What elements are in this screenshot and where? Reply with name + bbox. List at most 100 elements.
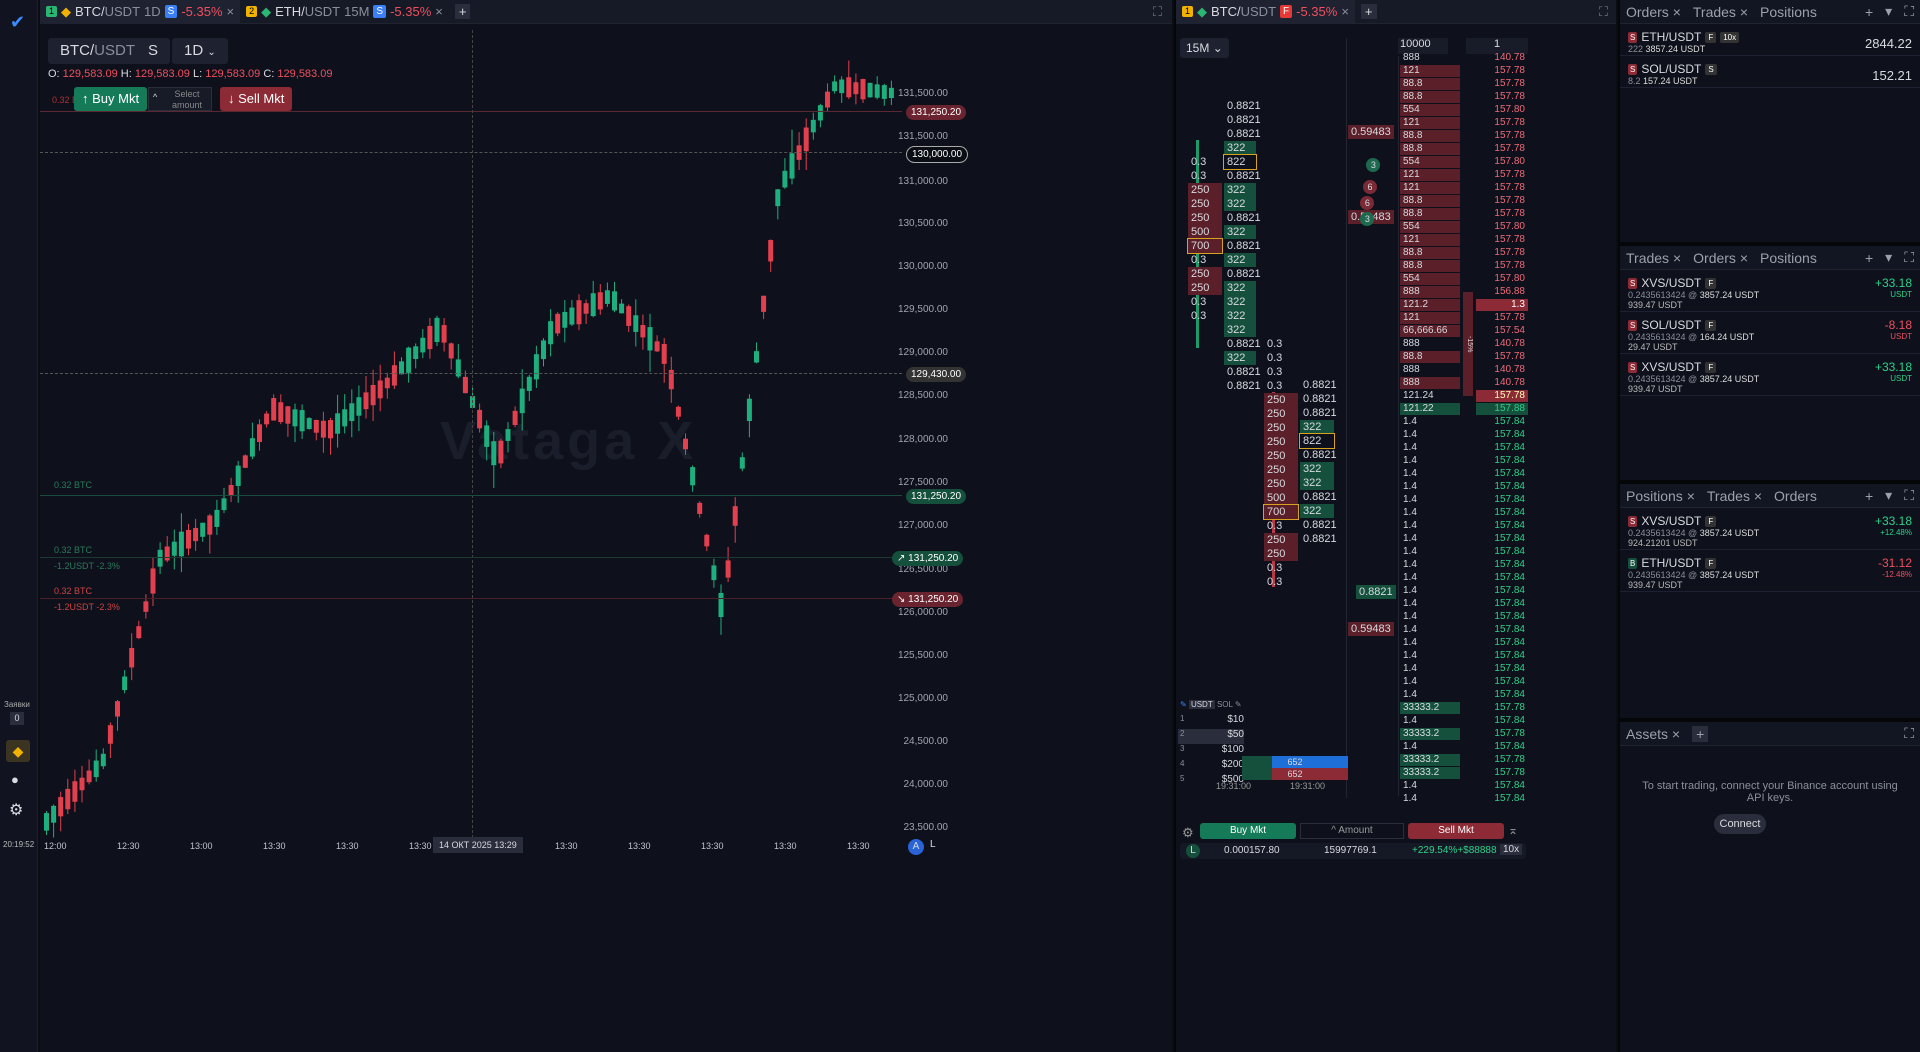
price-cell[interactable]: 157.84	[1494, 585, 1525, 596]
bid-size-cell[interactable]: 250	[1188, 211, 1222, 225]
expand-icon[interactable]: ⛶	[1904, 3, 1914, 19]
volume-cell[interactable]: 1.4	[1403, 715, 1417, 726]
trade-row[interactable]: S XVS/USDT F 0.2435613424 @ 3857.24 USDT 939…	[1620, 270, 1920, 312]
price-cell[interactable]: 157.80	[1494, 156, 1525, 167]
volume-cell[interactable]: 33333.2	[1400, 754, 1460, 766]
position-row[interactable]: S XVS/USDT F 0.2435613424 @ 3857.24 USDT 924…	[1620, 508, 1920, 550]
price-cell[interactable]: 157.78	[1494, 208, 1525, 219]
volume-cell[interactable]: 121	[1400, 234, 1460, 246]
expand-icon[interactable]: ⛶	[1904, 249, 1914, 265]
price-cell[interactable]: 157.84	[1494, 780, 1525, 791]
price-cell[interactable]: 157.78	[1494, 195, 1525, 206]
price-cell[interactable]: 157.84	[1494, 559, 1525, 570]
add-tab-button[interactable]: +	[1355, 0, 1383, 24]
volume-cell[interactable]: 1.4	[1403, 494, 1417, 505]
select-amount-button[interactable]: ^ Select amount	[148, 87, 212, 111]
close-icon[interactable]: ×	[1671, 725, 1681, 742]
tab-trades[interactable]: Trades ×	[1626, 250, 1681, 266]
bid-size-cell[interactable]: 250	[1264, 449, 1298, 463]
price-cell[interactable]: 157.84	[1494, 676, 1525, 687]
price-cell[interactable]: 157.80	[1494, 221, 1525, 232]
volume-cell[interactable]: 88.8	[1400, 351, 1460, 363]
volume-cell[interactable]: 1.4	[1403, 637, 1417, 648]
volume-cell[interactable]: 121.24	[1403, 390, 1434, 401]
dom-ladder[interactable]: 0.3 0.3 250 250 250 500 700 0.3 250 250 0.3 0.3 0.88…	[1176, 0, 1618, 804]
volume-cell[interactable]: 33333.2	[1400, 702, 1460, 714]
tab-sol[interactable]: SOL	[1216, 700, 1233, 709]
volume-cell[interactable]: 888	[1403, 338, 1420, 349]
dom-timeframe[interactable]: 15M ⌄	[1180, 38, 1229, 58]
bid-size-cell[interactable]: 0.3	[1191, 310, 1207, 322]
volume-cell[interactable]: 888	[1403, 52, 1420, 63]
volume-cell[interactable]: 554	[1400, 273, 1460, 285]
expand-icon[interactable]: ⛶	[1152, 3, 1162, 19]
bid-size-cell[interactable]: 250	[1188, 281, 1222, 295]
volume-cell[interactable]: 1.4	[1403, 650, 1417, 661]
position-row[interactable]: B ETH/USDT F 0.2435613424 @ 3857.24 USDT 939…	[1620, 550, 1920, 592]
price-cell[interactable]: 157.80	[1494, 273, 1525, 284]
volume-cell[interactable]: 1.4	[1403, 676, 1417, 687]
level-tag[interactable]: 0.59483	[1348, 622, 1394, 636]
gear-icon[interactable]: ⚙	[9, 802, 24, 819]
price-cell[interactable]: 157.78	[1494, 728, 1525, 739]
volume-cell[interactable]: 1.4	[1403, 663, 1417, 674]
price-cell[interactable]: 157.84	[1494, 429, 1525, 440]
chevron-down-icon[interactable]: ▾	[1885, 487, 1893, 503]
volume-cell[interactable]: 1.4	[1403, 442, 1417, 453]
footer-leverage[interactable]: 10x	[1500, 844, 1523, 855]
order-row[interactable]: S SOL/USDT S 8.2 157.24 USDT 152.21	[1620, 56, 1920, 88]
timeframe-select[interactable]: 1D ⌄	[172, 38, 228, 64]
price-cell[interactable]: 140.78	[1494, 52, 1525, 63]
volume-cell[interactable]: 1.4	[1403, 429, 1417, 440]
volume-cell[interactable]: 1.4	[1403, 533, 1417, 544]
volume-cell[interactable]: 88.8	[1400, 143, 1460, 155]
price-cell[interactable]: 157.84	[1494, 546, 1525, 557]
ask-size-cell[interactable]: 322	[1300, 420, 1334, 434]
volume-cell[interactable]: 66,666.66	[1400, 325, 1460, 337]
bid-size-cell[interactable]: 250	[1264, 463, 1298, 477]
add-icon[interactable]: +	[1864, 487, 1874, 504]
amount-preset[interactable]: 1 $10	[1178, 714, 1244, 729]
close-icon[interactable]: ×	[1739, 249, 1749, 266]
ask-size-cell[interactable]: 0.8821	[1227, 380, 1261, 392]
price-cell[interactable]: 157.78	[1494, 65, 1525, 76]
edit-icon[interactable]: ✎	[1234, 700, 1242, 709]
bid-size-cell[interactable]: 700	[1263, 504, 1299, 520]
auto-scale-button[interactable]: A	[908, 839, 924, 855]
user-icon[interactable]: ●	[11, 772, 19, 787]
bid-size-cell[interactable]: 0.3	[1191, 296, 1207, 308]
amount-preset[interactable]: 2 $50	[1178, 729, 1244, 744]
volume-cell[interactable]: 1.4	[1403, 780, 1417, 791]
bid-size-cell[interactable]: 250	[1264, 407, 1298, 421]
bid-size-cell[interactable]: 250	[1188, 197, 1222, 211]
tab-positions[interactable]: Positions	[1760, 249, 1817, 266]
ask-size-cell[interactable]: 322	[1300, 476, 1334, 490]
volume-cell[interactable]: 1.4	[1403, 455, 1417, 466]
trade-row[interactable]: S XVS/USDT F 0.2435613424 @ 3857.24 USDT 939…	[1620, 354, 1920, 396]
price-cell[interactable]: 157.84	[1494, 494, 1525, 505]
price-cell[interactable]: 157.80	[1494, 104, 1525, 115]
position-price-label[interactable]: ↗ 131,250.20	[892, 551, 964, 566]
chevron-down-icon[interactable]: ▾	[1885, 3, 1893, 19]
binance-icon[interactable]: ◆	[6, 740, 30, 762]
volume-cell[interactable]: 33333.2	[1400, 767, 1460, 779]
price-cell[interactable]: 157.78	[1494, 143, 1525, 154]
price-cell[interactable]: 157.84	[1494, 572, 1525, 583]
ask-size-cell[interactable]: 0.8821	[1303, 407, 1337, 419]
bid-size-cell[interactable]: 250	[1264, 421, 1298, 435]
bid-size-cell[interactable]: 0.3	[1191, 170, 1207, 182]
tab-btc[interactable]: 1 ◆ BTC/USDT 1D S -5.35% ×	[40, 0, 241, 24]
price-cell[interactable]: 157.84	[1494, 507, 1525, 518]
price-cell[interactable]: 157.54	[1494, 325, 1525, 336]
price-cell[interactable]: 157.78	[1494, 78, 1525, 89]
bid-size-cell[interactable]: 250	[1264, 393, 1298, 407]
amount-preset[interactable]: 4 $200	[1178, 759, 1244, 774]
ask-size-cell[interactable]: 0.8821	[1227, 128, 1261, 140]
ask-size-cell[interactable]: 0.8821	[1227, 170, 1261, 182]
expand-icon[interactable]: ⛶	[1904, 725, 1914, 741]
price-cell[interactable]: 157.78	[1494, 130, 1525, 141]
price-cell[interactable]: 157.84	[1494, 637, 1525, 648]
ask-size-cell[interactable]: 322	[1224, 281, 1256, 295]
dom-qty-input[interactable]: 10000	[1398, 38, 1448, 54]
volume-cell[interactable]: 121.2	[1400, 299, 1460, 311]
